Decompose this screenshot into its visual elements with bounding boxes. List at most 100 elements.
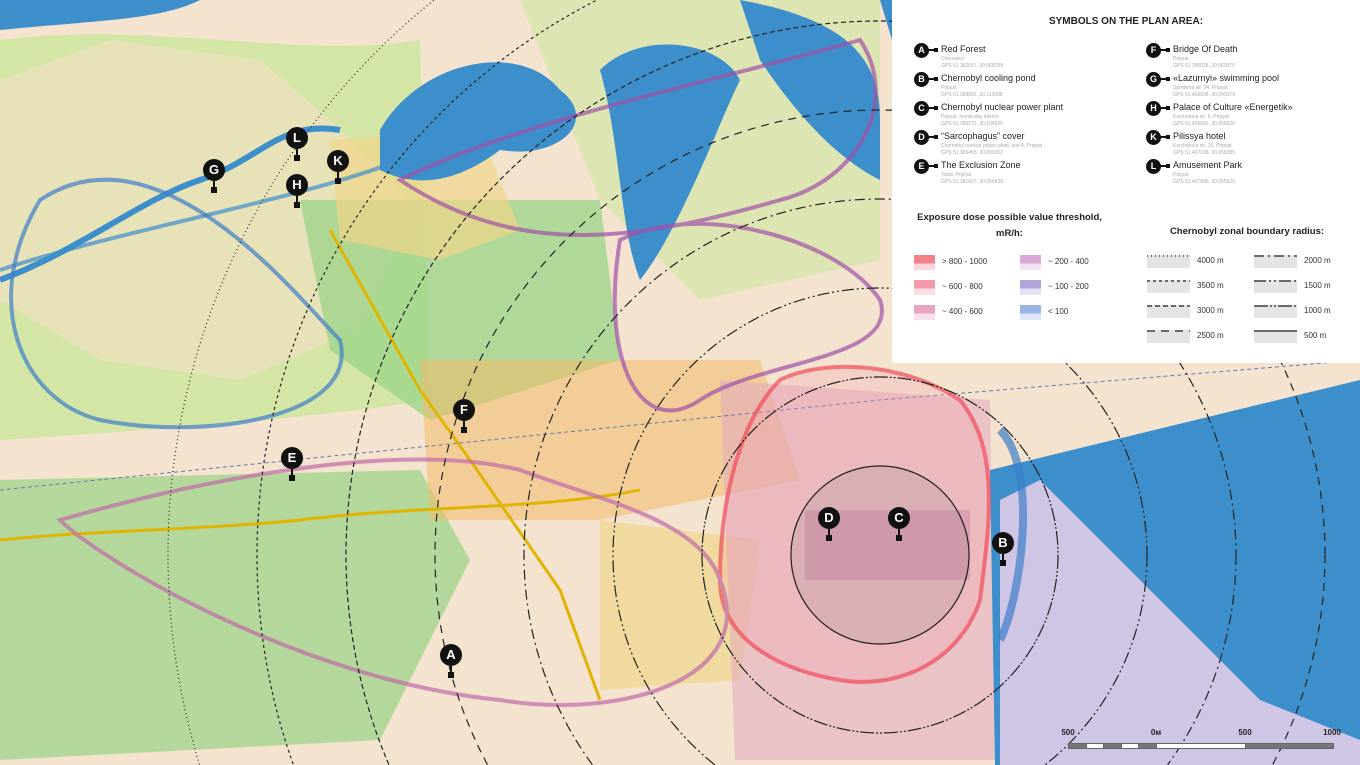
marker-l[interactable]: L: [286, 127, 308, 161]
marker-letter: A: [446, 647, 456, 662]
marker-letter: B: [998, 535, 1008, 550]
ring-500m: [790, 465, 970, 645]
legend-item-gps: GPS 51.382657, 30.068299: [941, 63, 1003, 69]
radius-swatch: [1254, 280, 1297, 293]
marker-letter: D: [824, 510, 834, 525]
dose-legend-item: ~ 600 - 800: [914, 280, 1034, 296]
marker-letter: E: [287, 450, 297, 465]
marker-point: [294, 155, 300, 161]
radius-legend-item: 4000 m: [1147, 255, 1297, 271]
marker-a[interactable]: A: [440, 644, 462, 678]
legend-item-d: D “Sarcophagus” cover Chernobyl nuclear po…: [914, 130, 1144, 170]
legend-item-place: Pripyat: [941, 85, 957, 91]
legend-badge: B: [914, 72, 929, 87]
leader-line: [1160, 48, 1170, 52]
legend-item-name: «Lazurnyi» swimming pool: [1173, 73, 1280, 83]
dose-swatch: [1020, 305, 1041, 320]
scale-segment: [1245, 743, 1334, 749]
marker-point: [289, 475, 295, 481]
radius-label: 2000 m: [1304, 256, 1331, 265]
legend-badge: L: [1146, 159, 1161, 174]
legend-item-gps: GPS 51.406838, 30.049379: [1173, 92, 1235, 98]
dose-label: < 100: [1048, 307, 1069, 316]
scale-segment: [1068, 743, 1088, 749]
legend-item-name: “Sarcophagus” cover: [941, 131, 1025, 141]
legend-item-name: Palace of Culture «Energetik»: [1173, 102, 1293, 112]
legend-item-gps: GPS 51.395028, 30.069370: [1173, 63, 1235, 69]
dose-title-line2: mR/h:: [996, 228, 1023, 239]
scale-bar: 500 0м 500 1000: [1060, 728, 1350, 758]
legend-item-place: Pripyat: [1173, 172, 1189, 178]
dose-swatch: [914, 255, 935, 270]
radius-legend-item: 1000 m: [1254, 305, 1360, 321]
radius-swatch: [1254, 255, 1297, 268]
marker-b[interactable]: B: [992, 532, 1014, 566]
dose-title-line1: Exposure dose possible value threshold,: [917, 212, 1102, 223]
legend-badge: C: [914, 101, 929, 116]
legend-item-name: Chernobyl cooling pond: [941, 73, 1036, 83]
legend-panel: SYMBOLS ON THE PLAN AREA: A Red Forest Che…: [892, 0, 1360, 363]
radius-label: 1000 m: [1304, 306, 1331, 315]
scale-segment: [1156, 743, 1247, 749]
legend-item-g: G «Lazurnyi» swimming pool Sportivna str. …: [1146, 72, 1360, 112]
radius-legend-item: 1500 m: [1254, 280, 1360, 296]
leader-line: [928, 77, 938, 81]
legend-item-a: A Red Forest Chernobyl GPS 51.382657, 30.06…: [914, 43, 1144, 83]
legend-item-name: Bridge Of Death: [1173, 44, 1238, 54]
leader-line: [928, 164, 938, 168]
ring-1000m: [701, 376, 1059, 734]
dose-swatch: [1020, 255, 1041, 270]
legend-item-e: E The Exclusion Zone Yaniv, Pripyat GPS 51.…: [914, 159, 1144, 199]
legend-item-place: Sportivna str. 24, Pripyat: [1173, 85, 1228, 91]
legend-item-place: Kurchatova str. 8, Pripyat: [1173, 114, 1229, 120]
ring-1500m: [612, 287, 1148, 765]
radius-swatch: [1147, 330, 1190, 343]
legend-badge: D: [914, 130, 929, 145]
marker-letter: L: [293, 130, 301, 145]
dose-legend-item: ~ 100 - 200: [1020, 280, 1140, 296]
dose-label: ~ 400 - 600: [942, 307, 983, 316]
radius-label: 500 m: [1304, 331, 1327, 340]
radius-swatch: [1254, 305, 1297, 318]
legend-item-f: F Bridge Of Death Pripyat GPS 51.395028, 30…: [1146, 43, 1360, 83]
radius-legend-item: 2000 m: [1254, 255, 1360, 271]
legend-badge: K: [1146, 130, 1161, 145]
marker-e[interactable]: E: [281, 447, 303, 481]
scale-segment: [1138, 743, 1158, 749]
marker-point: [335, 178, 341, 184]
legend-item-place: Pripyat, Ivankivsky district: [941, 114, 999, 120]
legend-item-h: H Palace of Culture «Energetik» Kurchatova…: [1146, 101, 1360, 141]
legend-item-gps: GPS 51.389272, 30.104505: [941, 121, 1003, 127]
legend-item-name: Chernobyl nuclear power plant: [941, 102, 1064, 112]
radius-swatch: [1147, 305, 1190, 318]
legend-item-place: Kurchatova str. 10, Pripyat: [1173, 143, 1232, 149]
dose-legend-item: ~ 200 - 400: [1020, 255, 1140, 271]
dose-label: ~ 100 - 200: [1048, 282, 1089, 291]
legend-item-gps: GPS 51.407896, 30.055625: [1173, 179, 1235, 185]
marker-letter: H: [292, 177, 302, 192]
radius-label: 4000 m: [1197, 256, 1224, 265]
marker-letter: G: [208, 162, 220, 177]
radius-legend-item: 500 m: [1254, 330, 1360, 346]
legend-item-b: B Chernobyl cooling pond Pripyat GPS 51.388…: [914, 72, 1144, 112]
radius-label: 3500 m: [1197, 281, 1224, 290]
marker-letter: F: [460, 402, 468, 417]
legend-item-gps: GPS 51.406842, 30.056626: [1173, 121, 1235, 127]
radius-swatch: [1254, 330, 1297, 343]
marker-f[interactable]: F: [453, 399, 475, 433]
marker-h[interactable]: H: [286, 174, 308, 208]
scale-label: 1000: [1323, 728, 1341, 737]
marker-d[interactable]: D: [818, 507, 840, 541]
legend-item-name: Red Forest: [941, 44, 986, 54]
radius-legend-item: 3000 m: [1147, 305, 1297, 321]
marker-c[interactable]: C: [888, 507, 910, 541]
marker-letter: K: [333, 153, 343, 168]
marker-g[interactable]: G: [203, 159, 225, 193]
marker-k[interactable]: K: [327, 150, 349, 184]
legend-item-gps: GPS 51.407038, 30.058385: [1173, 150, 1235, 156]
radius-swatch: [1147, 280, 1190, 293]
leader-line: [1160, 135, 1170, 139]
legend-title: SYMBOLS ON THE PLAN AREA:: [1048, 16, 1204, 27]
dose-legend-item: > 800 - 1000: [914, 255, 1034, 271]
legend-badge: F: [1146, 43, 1161, 58]
